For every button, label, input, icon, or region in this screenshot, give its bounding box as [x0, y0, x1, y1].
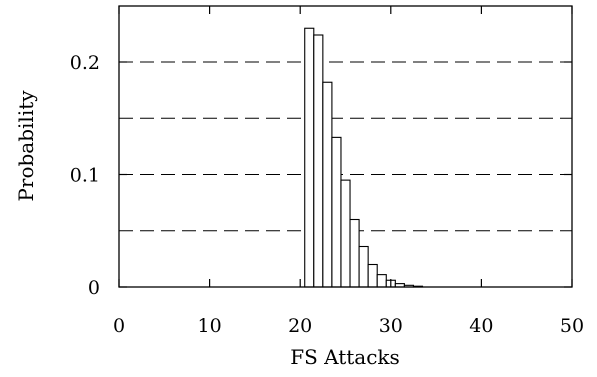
bar-29 [376, 274, 387, 288]
x-tick-label-5: 50 [560, 315, 584, 337]
y-axis-label: Probability [14, 90, 38, 202]
x-tick-label-3: 30 [379, 315, 403, 337]
bar-21 [304, 27, 315, 288]
x-tick-label-0: 0 [113, 315, 125, 337]
axis-ticks [118, 6, 573, 288]
y-tick-labels: 0 0.1 0.2 [70, 52, 100, 299]
bar-27 [358, 245, 369, 288]
y-tick-label-2: 0.2 [70, 52, 100, 74]
bar-28 [367, 263, 378, 288]
y-tick-label-1: 0.1 [70, 165, 100, 187]
x-tick-label-1: 10 [198, 315, 222, 337]
bars [304, 27, 424, 288]
bar-22 [313, 34, 324, 288]
gridlines [119, 61, 572, 232]
plot-frame [118, 5, 573, 288]
x-tick-label-2: 20 [288, 315, 312, 337]
x-tick-labels: 0 10 20 30 40 50 [113, 315, 584, 337]
bar-25 [340, 179, 351, 288]
bar-24 [331, 136, 342, 288]
bar-26 [349, 218, 360, 288]
bar-23 [322, 81, 333, 288]
y-tick-label-0: 0 [88, 277, 100, 299]
x-tick-label-4: 40 [469, 315, 493, 337]
x-axis-label: FS Attacks [290, 345, 400, 369]
